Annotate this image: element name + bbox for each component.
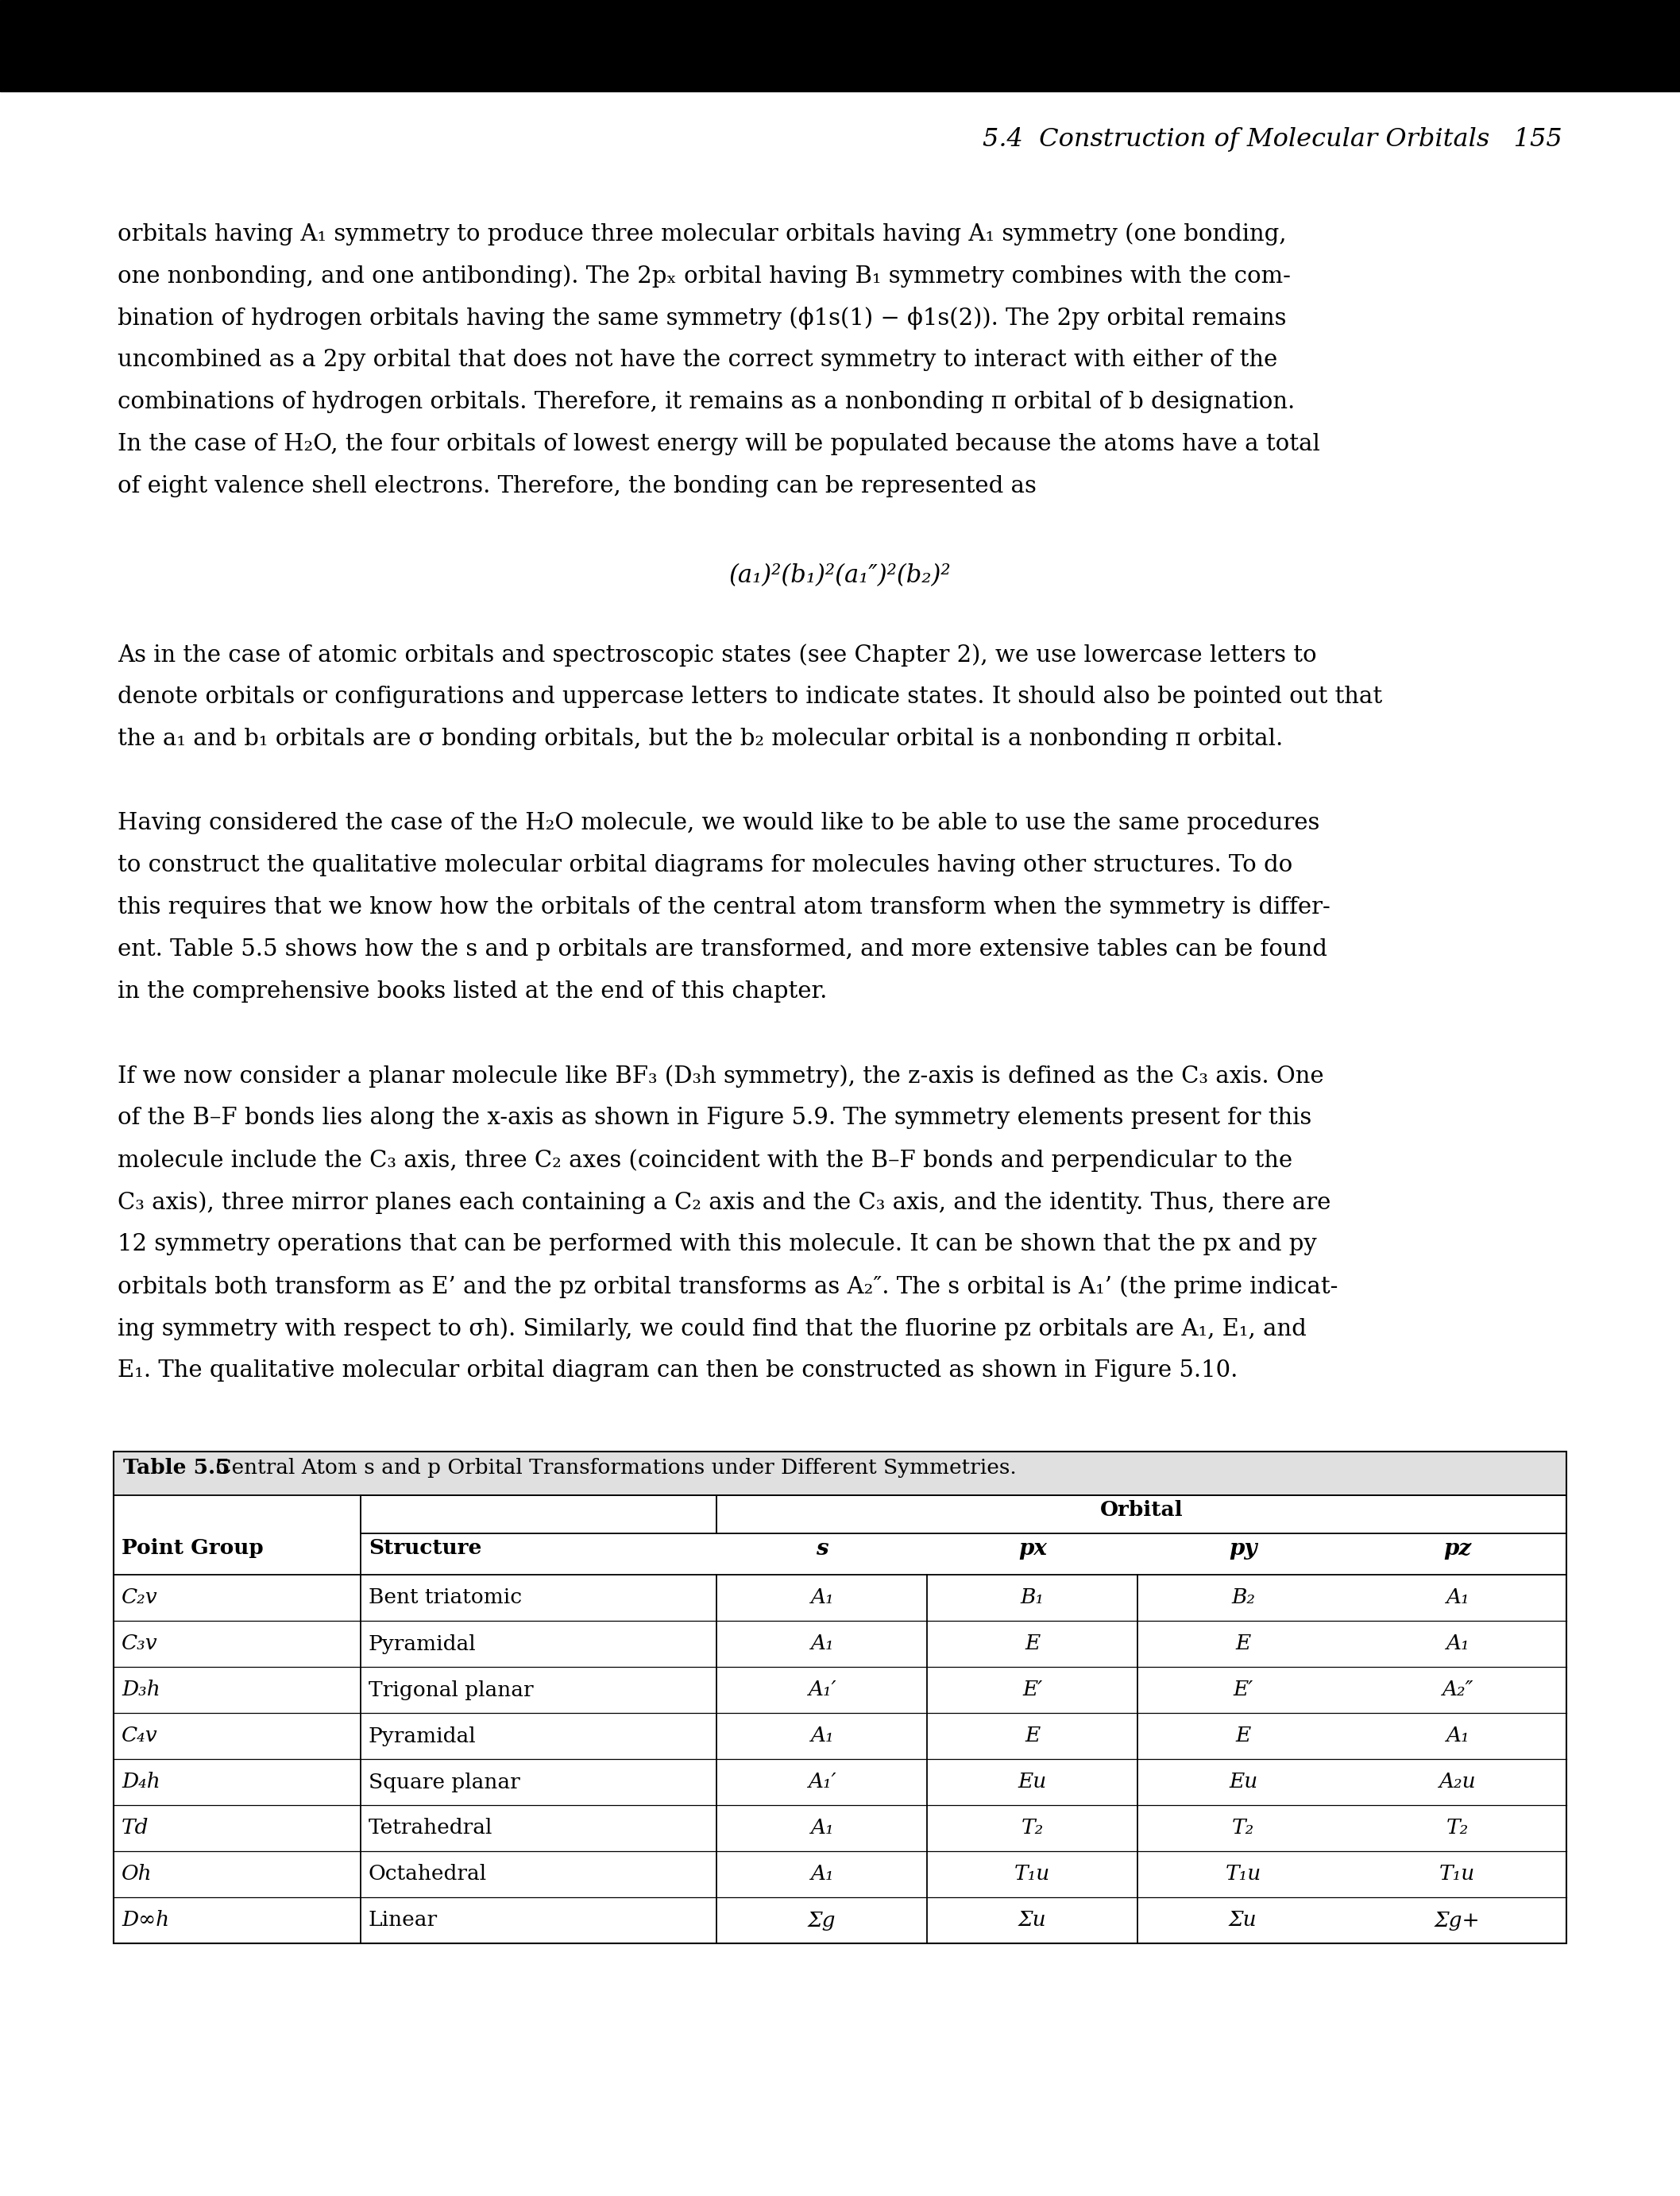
Text: E: E <box>1235 1634 1252 1654</box>
Text: E′: E′ <box>1023 1680 1043 1700</box>
Text: C₃ axis), three mirror planes each containing a C₂ axis and the C₃ axis, and the: C₃ axis), three mirror planes each conta… <box>118 1190 1331 1214</box>
Text: E: E <box>1235 1726 1252 1746</box>
Text: combinations of hydrogen orbitals. Therefore, it remains as a nonbonding π orbit: combinations of hydrogen orbitals. There… <box>118 391 1295 413</box>
Text: A₁: A₁ <box>810 1818 833 1838</box>
Text: B₂: B₂ <box>1231 1588 1255 1607</box>
Text: D₄h: D₄h <box>121 1772 160 1792</box>
Text: In the case of H₂O, the four orbitals of lowest energy will be populated because: In the case of H₂O, the four orbitals of… <box>118 433 1320 455</box>
Text: A₁′: A₁′ <box>808 1772 837 1792</box>
Text: (a₁)²(b₁)²(a₁″)²(b₂)²: (a₁)²(b₁)²(a₁″)²(b₂)² <box>729 564 951 589</box>
Text: E: E <box>1025 1634 1040 1654</box>
Text: T₁u: T₁u <box>1440 1864 1475 1884</box>
Text: C₄v: C₄v <box>121 1726 158 1746</box>
Text: 5.4  Construction of Molecular Orbitals   155: 5.4 Construction of Molecular Orbitals 1… <box>983 127 1562 152</box>
Text: Eu: Eu <box>1018 1772 1047 1792</box>
Text: A₂u: A₂u <box>1440 1772 1477 1792</box>
Text: Σu: Σu <box>1018 1911 1047 1930</box>
Text: D₃h: D₃h <box>121 1680 160 1700</box>
Text: Σu: Σu <box>1230 1911 1257 1930</box>
Text: one nonbonding, and one antibonding). The 2pₓ orbital having B₁ symmetry combine: one nonbonding, and one antibonding). Th… <box>118 264 1290 288</box>
Text: ent. Table 5.5 shows how the s and p orbitals are transformed, and more extensiv: ent. Table 5.5 shows how the s and p orb… <box>118 938 1327 960</box>
Text: B₁: B₁ <box>1020 1588 1045 1607</box>
Text: T₂: T₂ <box>1231 1818 1255 1838</box>
Text: A₁: A₁ <box>1446 1726 1470 1746</box>
Text: of eight valence shell electrons. Therefore, the bonding can be represented as: of eight valence shell electrons. Theref… <box>118 474 1037 496</box>
Text: E′: E′ <box>1233 1680 1253 1700</box>
Text: uncombined as a 2py orbital that does not have the correct symmetry to interact : uncombined as a 2py orbital that does no… <box>118 349 1277 371</box>
Text: Σg+: Σg+ <box>1435 1911 1480 1930</box>
Text: 12 symmetry operations that can be performed with this molecule. It can be shown: 12 symmetry operations that can be perfo… <box>118 1234 1317 1256</box>
Text: this requires that we know how the orbitals of the central atom transform when t: this requires that we know how the orbit… <box>118 896 1331 918</box>
Text: E₁. The qualitative molecular orbital diagram can then be constructed as shown i: E₁. The qualitative molecular orbital di… <box>118 1359 1238 1381</box>
Text: orbitals having A₁ symmetry to produce three molecular orbitals having A₁ symmet: orbitals having A₁ symmetry to produce t… <box>118 222 1287 246</box>
Text: in the comprehensive books listed at the end of this chapter.: in the comprehensive books listed at the… <box>118 979 827 1004</box>
Text: Structure: Structure <box>368 1537 482 1557</box>
Text: Orbital: Orbital <box>1100 1500 1183 1520</box>
Text: T₂: T₂ <box>1446 1818 1468 1838</box>
Text: Pyramidal: Pyramidal <box>368 1634 475 1654</box>
Text: A₁: A₁ <box>1446 1634 1470 1654</box>
Text: molecule include the C₃ axis, three C₂ axes (coincident with the B–F bonds and p: molecule include the C₃ axis, three C₂ a… <box>118 1149 1292 1173</box>
Text: As in the case of atomic orbitals and spectroscopic states (see Chapter 2), we u: As in the case of atomic orbitals and sp… <box>118 643 1317 665</box>
Text: Td: Td <box>121 1818 150 1838</box>
Text: Σg: Σg <box>808 1911 837 1930</box>
Text: ing symmetry with respect to σh). Similarly, we could find that the fluorine pz : ing symmetry with respect to σh). Simila… <box>118 1318 1307 1340</box>
Text: A₁′: A₁′ <box>808 1680 837 1700</box>
Text: Linear: Linear <box>368 1911 438 1930</box>
Text: Bent triatomic: Bent triatomic <box>368 1588 522 1607</box>
Text: A₁: A₁ <box>810 1634 833 1654</box>
Text: C₃v: C₃v <box>121 1634 158 1654</box>
Bar <box>0 0 1680 92</box>
Text: T₁u: T₁u <box>1225 1864 1262 1884</box>
Text: of the B–F bonds lies along the x-axis as shown in Figure 5.9. The symmetry elem: of the B–F bonds lies along the x-axis a… <box>118 1107 1312 1129</box>
Text: orbitals both transform as E’ and the pz orbital transforms as A₂″. The s orbita: orbitals both transform as E’ and the pz… <box>118 1276 1337 1298</box>
Text: Eu: Eu <box>1228 1772 1258 1792</box>
Text: Central Atom s and p Orbital Transformations under Different Symmetries.: Central Atom s and p Orbital Transformat… <box>208 1458 1016 1478</box>
Text: Square planar: Square planar <box>368 1772 521 1792</box>
Text: pz: pz <box>1443 1537 1472 1559</box>
Text: Having considered the case of the H₂O molecule, we would like to be able to use : Having considered the case of the H₂O mo… <box>118 813 1320 834</box>
Text: Oh: Oh <box>121 1864 153 1884</box>
Text: D∞h: D∞h <box>121 1911 170 1930</box>
Text: bination of hydrogen orbitals having the same symmetry (ϕ1s(1) − ϕ1s(2)). The 2p: bination of hydrogen orbitals having the… <box>118 307 1287 329</box>
Text: A₁: A₁ <box>810 1726 833 1746</box>
Text: A₁: A₁ <box>810 1588 833 1607</box>
Text: If we now consider a planar molecule like BF₃ (D₃h symmetry), the z-axis is defi: If we now consider a planar molecule lik… <box>118 1065 1324 1087</box>
Bar <box>114 1452 1566 1943</box>
Text: the a₁ and b₁ orbitals are σ bonding orbitals, but the b₂ molecular orbital is a: the a₁ and b₁ orbitals are σ bonding orb… <box>118 727 1284 751</box>
Text: T₂: T₂ <box>1021 1818 1043 1838</box>
Text: A₁: A₁ <box>1446 1588 1470 1607</box>
Text: A₁: A₁ <box>810 1864 833 1884</box>
Bar <box>361 1495 716 1533</box>
Text: denote orbitals or configurations and uppercase letters to indicate states. It s: denote orbitals or configurations and up… <box>118 685 1383 707</box>
Text: A₂″: A₂″ <box>1441 1680 1473 1700</box>
Text: Table 5.5: Table 5.5 <box>123 1458 230 1478</box>
Text: to construct the qualitative molecular orbital diagrams for molecules having oth: to construct the qualitative molecular o… <box>118 854 1292 876</box>
Text: Pyramidal: Pyramidal <box>368 1726 475 1746</box>
Text: E: E <box>1025 1726 1040 1746</box>
Text: py: py <box>1230 1537 1257 1559</box>
Text: T₁u: T₁u <box>1015 1864 1050 1884</box>
Text: C₂v: C₂v <box>121 1588 158 1607</box>
Text: Tetrahedral: Tetrahedral <box>368 1818 492 1838</box>
Text: Trigonal planar: Trigonal planar <box>368 1680 534 1700</box>
Text: px: px <box>1018 1537 1047 1559</box>
Text: s: s <box>815 1537 828 1559</box>
Bar <box>114 1452 1566 1495</box>
Text: Point Group: Point Group <box>121 1537 264 1557</box>
Text: Octahedral: Octahedral <box>368 1864 487 1884</box>
